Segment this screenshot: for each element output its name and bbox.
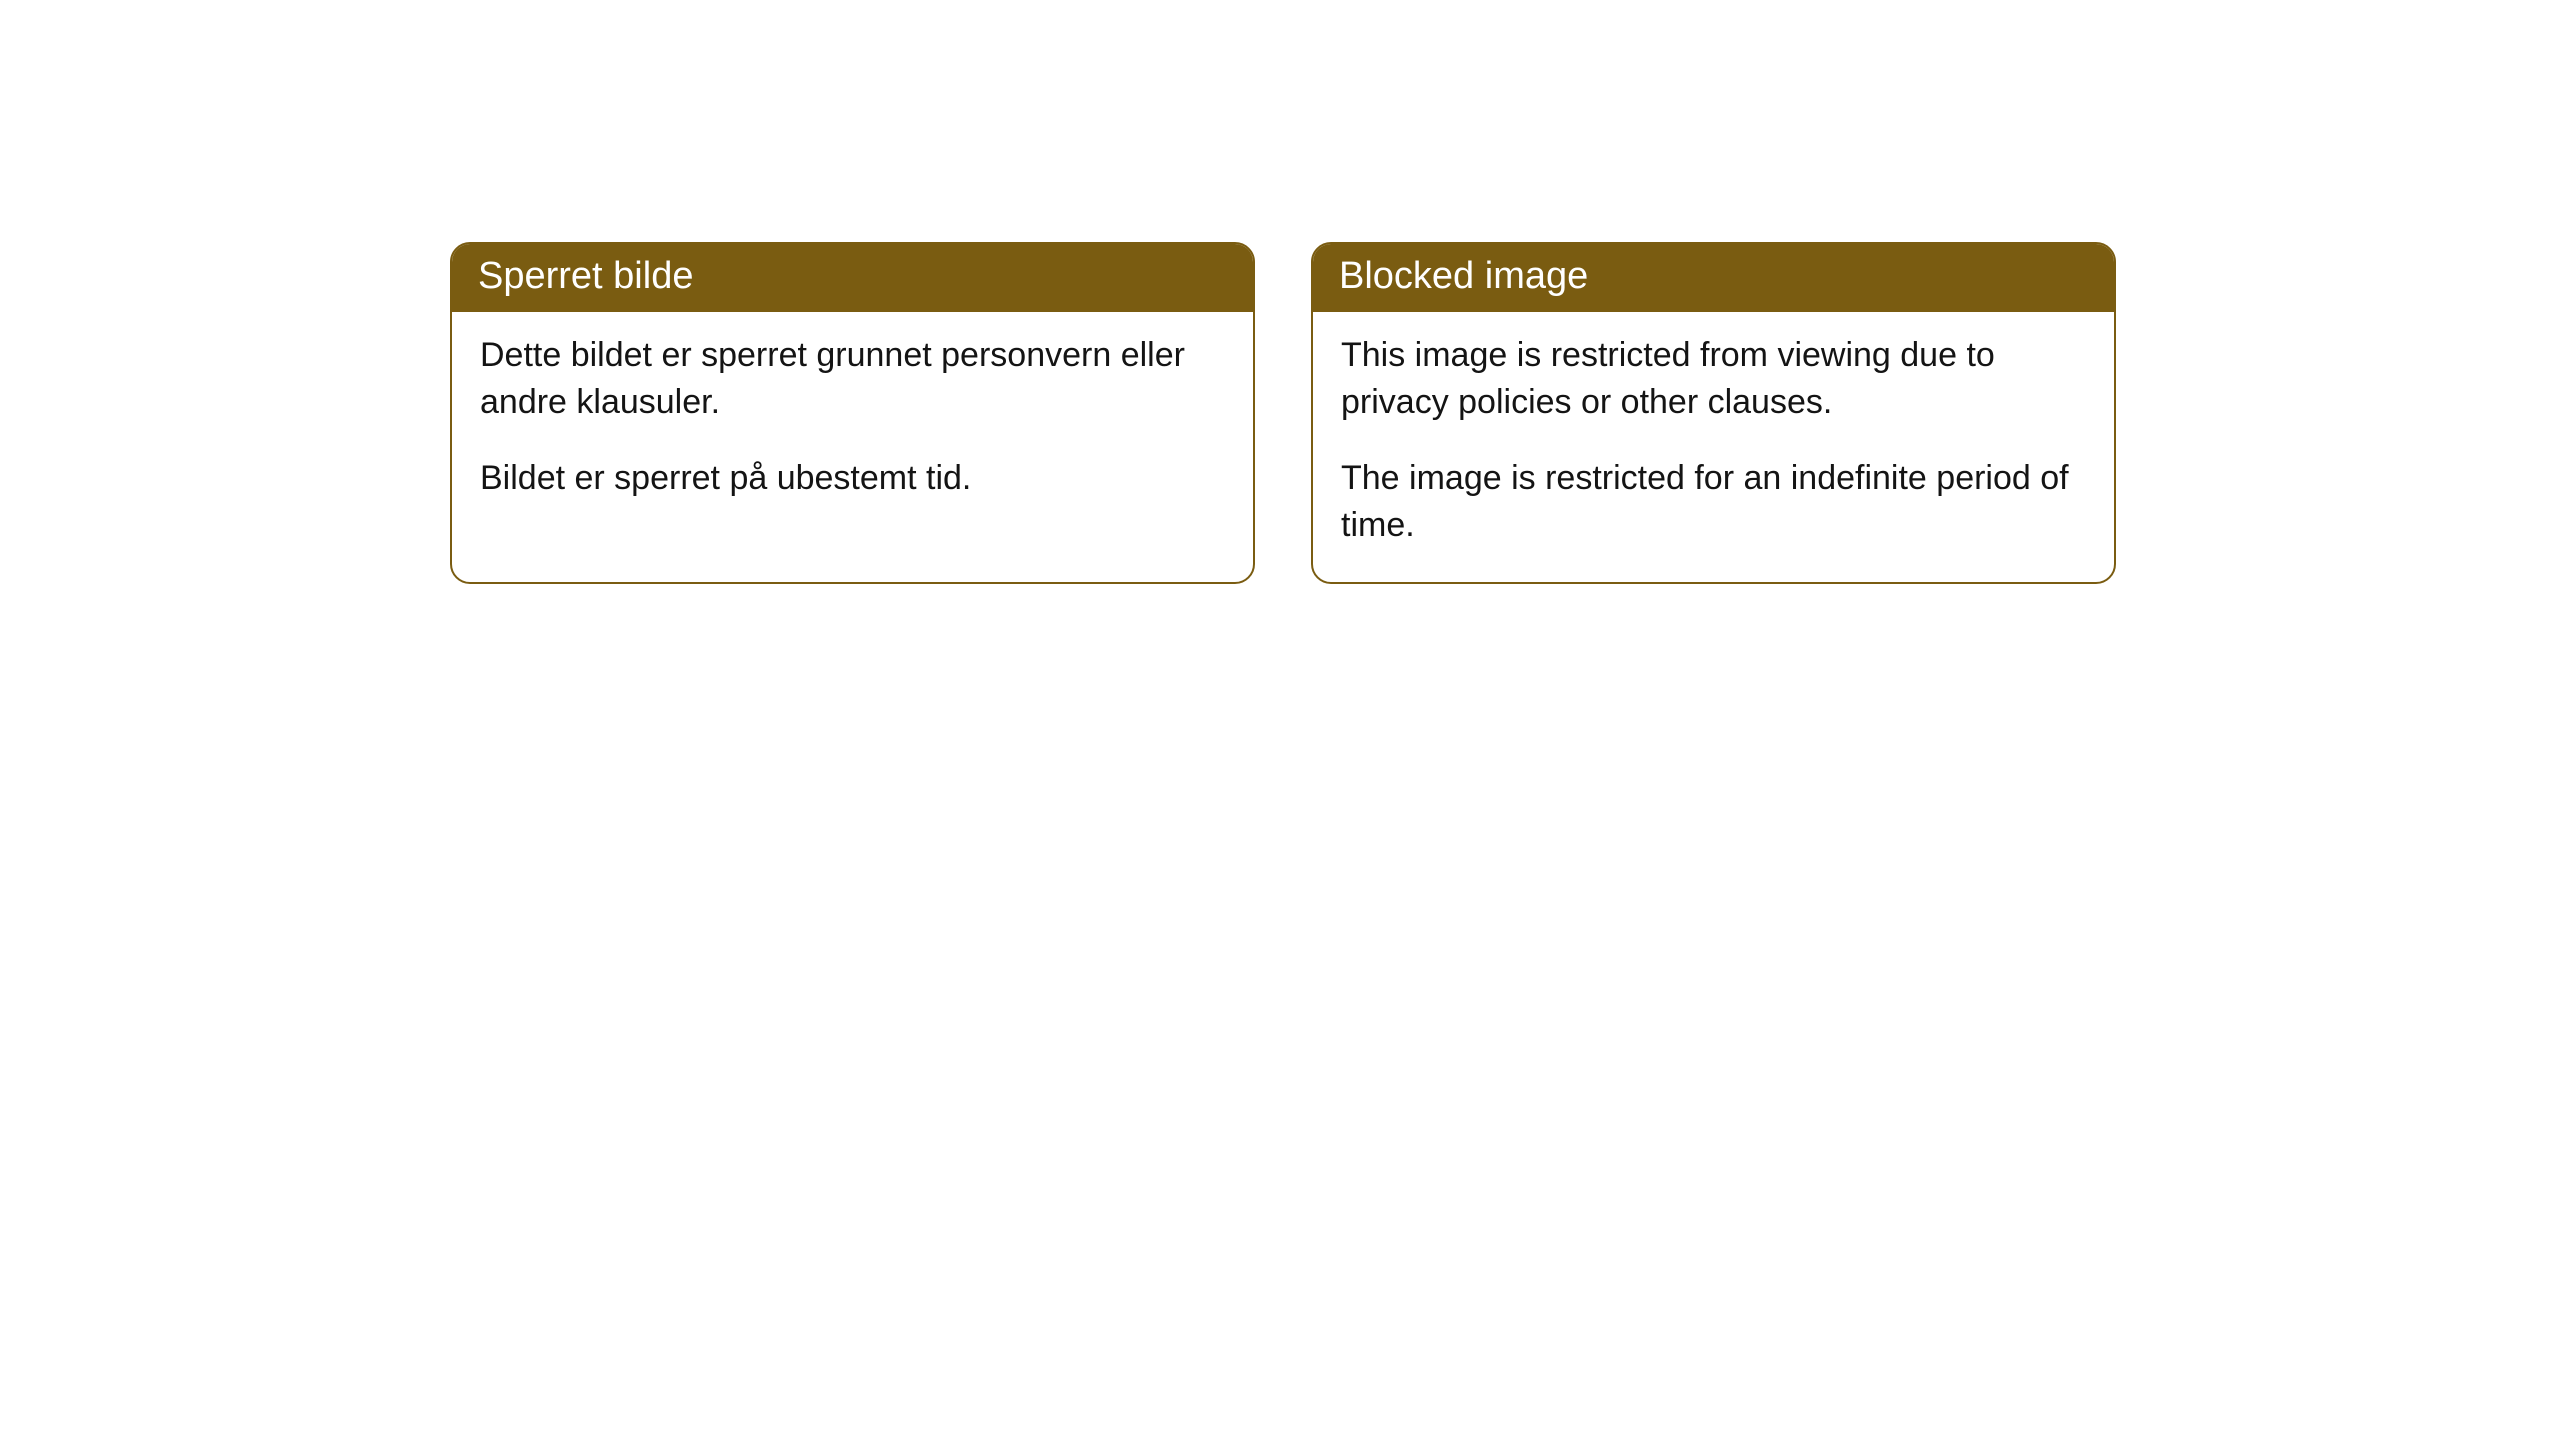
notice-paragraph-2-norwegian: Bildet er sperret på ubestemt tid. <box>480 455 1225 503</box>
notice-body-english: This image is restricted from viewing du… <box>1313 312 2114 582</box>
notice-card-english: Blocked image This image is restricted f… <box>1311 242 2116 584</box>
notice-title-norwegian: Sperret bilde <box>452 244 1253 312</box>
notice-paragraph-2-english: The image is restricted for an indefinit… <box>1341 455 2086 550</box>
notice-paragraph-1-norwegian: Dette bildet er sperret grunnet personve… <box>480 332 1225 427</box>
notice-body-norwegian: Dette bildet er sperret grunnet personve… <box>452 312 1253 535</box>
notice-paragraph-1-english: This image is restricted from viewing du… <box>1341 332 2086 427</box>
notice-card-norwegian: Sperret bilde Dette bildet er sperret gr… <box>450 242 1255 584</box>
notice-container: Sperret bilde Dette bildet er sperret gr… <box>450 242 2116 584</box>
notice-title-english: Blocked image <box>1313 244 2114 312</box>
